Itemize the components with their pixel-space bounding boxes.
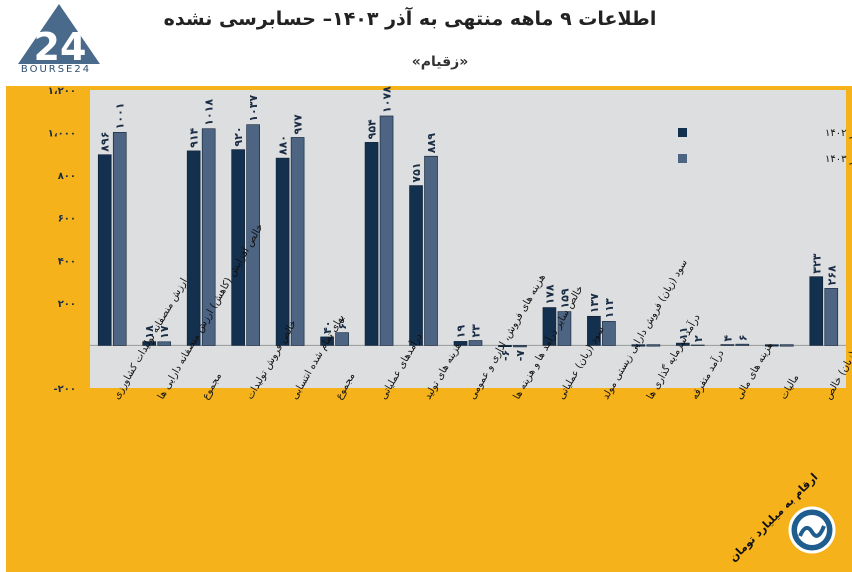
value-label-1402: ۴ [721,335,734,342]
bar-1402 [453,341,468,346]
bar-1402 [186,150,201,346]
bar-1403 [157,341,172,346]
y-axis-ticks: ۱،۲۰۰ ۱،۰۰۰ ۸۰۰ ۶۰۰ ۴۰۰ ۲۰۰ -۲۰۰ [48,86,76,395]
value-label-1402: ۹۵۴ [366,119,379,139]
y-tick-label: -۲۰۰ [54,384,76,395]
value-label-1402: ۷۵۱ [410,162,423,182]
value-label-1403: ۱۰۰۱ [114,102,127,129]
y-tick-label: ۴۰۰ [58,256,76,267]
plot-area [90,90,846,388]
value-label-1403: ۶۰ [336,316,349,329]
legend-label-1402: عملکرد منتهی به آذر ۱۴۰۲ [825,126,852,139]
bar-1403 [646,344,661,347]
bar-1402 [676,342,690,346]
value-label-1403: ۹۷۷ [292,114,305,134]
bar-1402 [142,341,157,346]
value-label-1402: ۳۲۳ [810,253,823,273]
bottom-logo-wave-icon [798,525,826,538]
value-label-1403: ۱۷ [158,325,171,339]
y-tick-label: ۱،۲۰۰ [48,86,76,97]
bar-1403 [513,345,527,348]
bar-1402 [364,142,379,346]
bar-1403 [735,343,750,346]
value-label-1403: ۱۰۳۷ [247,95,260,122]
value-label-1403: ۱۵۹ [558,288,571,308]
value-label-1402: ۸۸۰ [277,135,290,155]
bar-1402 [498,345,512,348]
value-label-1402: ۱۱ [677,327,690,340]
bar-1403 [779,344,794,347]
bars-group [97,115,839,348]
page-subtitle: «زقیام» [411,54,469,70]
value-label-1403: ۸۸۹ [425,133,438,153]
bar-1402 [320,336,334,346]
bar-1403 [246,124,260,346]
bar-1403 [424,155,438,346]
logo-text: BOURSE24 [20,64,92,75]
value-label-1403: ۶ [736,334,749,341]
y-tick-label: ۱،۰۰۰ [48,129,76,140]
bar-1403 [602,321,616,346]
bar-1403 [379,115,394,346]
value-label-1402: -۶ [499,350,512,361]
value-label-1403: ۱۰۷۸ [381,86,394,113]
bar-1403 [557,311,572,346]
y-tick-label: ۲۰۰ [58,299,76,310]
bottom-logo [788,506,836,554]
bar-1403 [335,332,349,346]
bar-1402 [764,344,779,347]
legend-swatch-1403 [678,154,687,163]
value-label-1402: ۱۹ [455,325,468,339]
value-label-1403: ۲۶۸ [825,265,838,285]
bar-1402 [809,276,824,346]
bar-1402 [587,315,601,346]
value-label-1403: ۱۱۳ [603,298,616,318]
legend-swatch-1402 [678,128,687,137]
bar-1402 [409,185,423,346]
legend: عملکرد منتهی به آذر ۱۴۰۲ عملکرد منتهی به… [678,126,852,165]
bar-1403 [112,132,127,346]
bar-1403 [468,340,483,346]
value-label-1403: -۷ [514,350,527,362]
bar-1402 [231,149,245,346]
value-label-1402: ۹۱۴ [188,127,201,147]
bar-1402 [542,307,557,346]
value-label-1402: ۹۲۰ [232,126,245,146]
bar-1403 [824,288,839,346]
page-title: اطلاعات ۹ ماهه منتهی به آذر ۱۴۰۳– حسابرس… [163,8,657,30]
value-label-1403: ۲ [692,335,705,342]
logo-mark: 24 [34,25,87,68]
value-label-1402: ۱۷۸ [543,284,556,304]
value-label-1403: ۱۰۱۸ [203,99,216,126]
logo-triangle-icon: 24 [18,4,100,69]
bar-1403 [201,128,216,346]
bar-1402 [720,344,735,346]
y-tick-label: ۶۰۰ [58,214,76,225]
y-tick-label: ۸۰۰ [58,171,76,182]
value-label-1402: ۱۳۷ [588,293,601,313]
value-label-1403: ۲۳ [470,324,483,338]
bourse24-logo: 24 [14,2,104,78]
bar-1403 [290,137,305,346]
bar-1402 [275,157,290,346]
value-label-1402: ۴۰ [321,320,334,333]
value-label-1402: ۱۸ [143,325,156,339]
bar-1402 [631,344,646,347]
bar-1402 [97,154,112,346]
legend-label-1403: عملکرد منتهی به آذر ۱۴۰۳ [825,152,852,165]
value-label-1402: ۸۹۶ [99,132,112,152]
